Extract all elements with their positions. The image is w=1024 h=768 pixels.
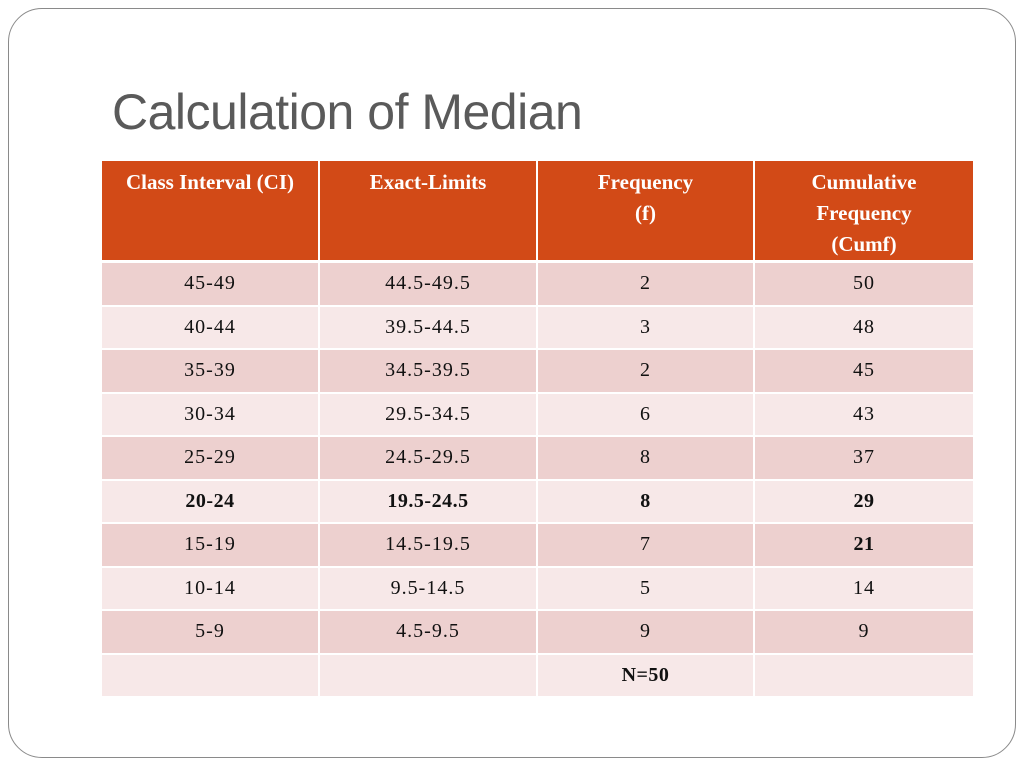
header-exact-limits: Exact-Limits: [319, 161, 538, 263]
cell-cumulative-frequency: 50: [754, 261, 973, 307]
table-row-median-class: 20-24 19.5-24.5 8 29: [102, 479, 973, 524]
header-cumulative-frequency: Cumulative Frequency (Cumf): [754, 161, 973, 263]
cell-class-interval: 35-39: [102, 349, 320, 394]
cell-exact-limits: 29.5-34.5: [319, 392, 538, 437]
cell-exact-limits: 44.5-49.5: [319, 261, 538, 307]
header-class-interval: Class Interval (CI): [102, 161, 320, 263]
cell-exact-limits: 4.5-9.5: [319, 610, 538, 655]
cell-frequency: 9: [537, 610, 755, 655]
cell-cumulative-frequency: 29: [754, 479, 973, 524]
cell-cumulative-frequency: 48: [754, 305, 973, 350]
cell-cumulative-frequency: 21: [754, 523, 973, 568]
cell-cumulative-frequency: 14: [754, 566, 973, 611]
table-row: 35-39 34.5-39.5 2 45: [102, 349, 973, 394]
header-frequency-line-2: (f): [635, 201, 656, 225]
cell-cumulative-frequency: [754, 653, 973, 698]
cell-frequency: 8: [537, 436, 755, 481]
cell-exact-limits: 24.5-29.5: [319, 436, 538, 481]
table-row: 5-9 4.5-9.5 9 9: [102, 610, 973, 655]
cell-exact-limits: [319, 653, 538, 698]
cell-cumulative-frequency: 9: [754, 610, 973, 655]
table-row-total: N=50: [102, 653, 973, 698]
cell-exact-limits: 34.5-39.5: [319, 349, 538, 394]
header-exact-limits-label: Exact-Limits: [369, 170, 487, 194]
cell-frequency: 8: [537, 479, 755, 524]
table-row: 15-19 14.5-19.5 7 21: [102, 523, 973, 568]
header-class-interval-label: Class Interval (CI): [126, 170, 294, 194]
table-row: 40-44 39.5-44.5 3 48: [102, 305, 973, 350]
cell-total-frequency: N=50: [537, 653, 755, 698]
cell-exact-limits: 9.5-14.5: [319, 566, 538, 611]
cell-cumulative-frequency: 45: [754, 349, 973, 394]
cell-class-interval: 25-29: [102, 436, 320, 481]
cell-cumulative-frequency: 37: [754, 436, 973, 481]
cell-frequency: 2: [537, 261, 755, 307]
cell-frequency: 3: [537, 305, 755, 350]
cell-class-interval: [102, 653, 320, 698]
cell-cumulative-frequency: 43: [754, 392, 973, 437]
table-row: 45-49 44.5-49.5 2 50: [102, 261, 973, 307]
cell-class-interval: 20-24: [102, 479, 320, 524]
table-row: 30-34 29.5-34.5 6 43: [102, 392, 973, 437]
header-cumulative-line-2: Frequency: [816, 201, 912, 225]
cell-class-interval: 40-44: [102, 305, 320, 350]
cell-frequency: 6: [537, 392, 755, 437]
cell-frequency: 7: [537, 523, 755, 568]
cell-class-interval: 15-19: [102, 523, 320, 568]
cell-frequency: 5: [537, 566, 755, 611]
header-cumulative-line-1: Cumulative: [811, 170, 917, 194]
cell-exact-limits: 39.5-44.5: [319, 305, 538, 350]
cell-class-interval: 45-49: [102, 261, 320, 307]
table-header-row: Class Interval (CI) Exact-Limits Frequen…: [102, 161, 973, 263]
cell-class-interval: 30-34: [102, 392, 320, 437]
cell-exact-limits: 14.5-19.5: [319, 523, 538, 568]
header-frequency-line-1: Frequency: [597, 170, 694, 194]
table-row: 25-29 24.5-29.5 8 37: [102, 436, 973, 481]
cell-frequency: 2: [537, 349, 755, 394]
cell-exact-limits: 19.5-24.5: [319, 479, 538, 524]
page-title: Calculation of Median: [112, 84, 583, 140]
header-cumulative-line-3: (Cumf): [831, 232, 897, 256]
median-table: Class Interval (CI) Exact-Limits Frequen…: [102, 161, 973, 698]
cell-class-interval: 10-14: [102, 566, 320, 611]
header-frequency: Frequency (f): [537, 161, 755, 263]
cell-class-interval: 5-9: [102, 610, 320, 655]
table-row: 10-14 9.5-14.5 5 14: [102, 566, 973, 611]
